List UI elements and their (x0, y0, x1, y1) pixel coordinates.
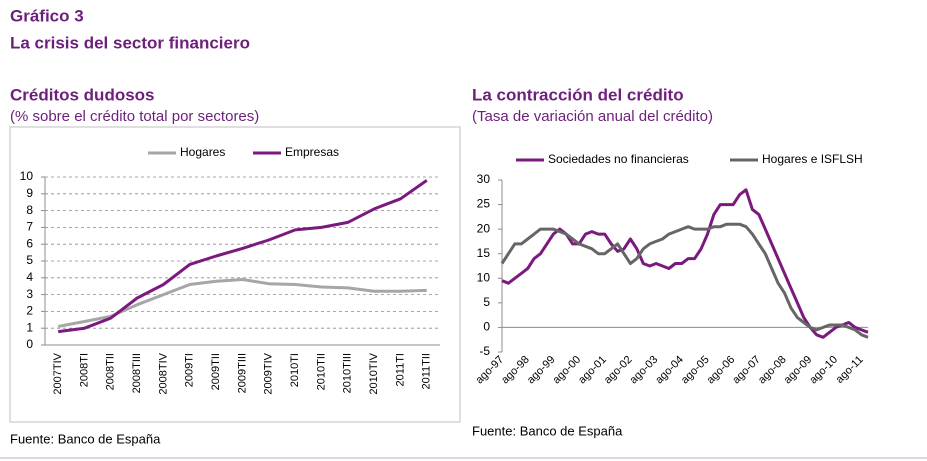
x-tick-label: 2009TIV (263, 352, 275, 394)
y-tick-label: 9 (26, 186, 33, 200)
x-tick-label: 2010TII (315, 353, 327, 390)
y-tick-label: 30 (477, 172, 491, 186)
y-tick-label: 7 (26, 220, 33, 234)
y-tick-label: 0 (26, 337, 33, 351)
x-tick-label: ago-98 (499, 354, 532, 387)
x-tick-label: ago-11 (834, 354, 866, 386)
chart-title: Créditos dudosos (10, 85, 155, 104)
legend-label: Empresas (285, 145, 339, 159)
figure-title: Gráfico 3 (10, 6, 84, 25)
x-tick-label: ago-06 (705, 354, 738, 387)
x-tick-label: 2008TIV (157, 352, 169, 394)
y-tick-label: 25 (477, 197, 491, 211)
chart-subtitle: (% sobre el crédito total por sectores) (10, 108, 259, 125)
y-tick-label: 10 (20, 169, 34, 183)
y-tick-label: 15 (477, 246, 491, 260)
y-tick-label: 20 (477, 221, 491, 235)
x-tick-label: 2009TII (210, 353, 222, 390)
legend-label: Sociedades no financieras (548, 152, 689, 166)
y-tick-label: 0 (483, 320, 490, 334)
x-tick-label: 2011TII (421, 353, 433, 390)
x-tick-label: 2008TI (78, 353, 90, 387)
x-tick-label: ago-03 (628, 354, 661, 387)
series-line (501, 188, 869, 339)
x-tick-label: 2008TII (105, 353, 117, 390)
series-line (58, 179, 428, 334)
x-tick-label: 2011TI (394, 353, 406, 386)
x-tick-label: ago-99 (525, 354, 558, 387)
series-line (57, 278, 427, 328)
y-tick-label: 5 (483, 295, 490, 309)
series-line (500, 222, 869, 339)
x-tick-label: ago-97 (473, 354, 506, 387)
x-tick-label: 2009TI (184, 353, 196, 387)
legend-label: Hogares e ISFLSH (762, 152, 863, 166)
y-tick-label: 1 (26, 320, 33, 334)
x-tick-label: ago-01 (576, 354, 609, 387)
y-tick-label: 6 (26, 236, 33, 250)
x-tick-label: 2010TIV (368, 352, 380, 394)
x-tick-label: ago-04 (653, 354, 686, 387)
x-tick-label: 2010TIII (342, 353, 354, 393)
x-tick-label: 2009TIII (236, 353, 248, 393)
x-tick-label: 2010TI (289, 353, 301, 387)
x-tick-label: ago-02 (602, 354, 635, 387)
x-tick-label: ago-07 (730, 354, 763, 387)
y-tick-label: -5 (479, 344, 490, 358)
chart-frame (9, 126, 461, 423)
x-tick-label: 2008TIII (131, 353, 143, 393)
chart-subtitle: (Tasa de variación anual del crédito) (472, 108, 713, 125)
x-tick-label: ago-09 (782, 354, 815, 387)
chart-title: La contracción del crédito (472, 85, 684, 104)
y-tick-label: 5 (26, 253, 33, 267)
figure-subtitle: La crisis del sector financiero (10, 33, 250, 52)
x-tick-label: ago-08 (756, 354, 789, 387)
y-tick-label: 10 (477, 270, 491, 284)
y-tick-label: 4 (26, 270, 33, 284)
legend-label: Hogares (180, 145, 225, 159)
y-tick-label: 8 (26, 203, 33, 217)
x-tick-label: ago-05 (679, 354, 712, 387)
y-tick-label: 2 (26, 304, 33, 318)
x-tick-label: ago-00 (551, 354, 584, 387)
x-tick-label: ago-10 (807, 354, 840, 387)
source-note: Fuente: Banco de España (472, 423, 623, 438)
source-note: Fuente: Banco de España (10, 431, 161, 446)
x-tick-label: 2007TIV (52, 352, 64, 394)
y-tick-label: 3 (26, 287, 33, 301)
